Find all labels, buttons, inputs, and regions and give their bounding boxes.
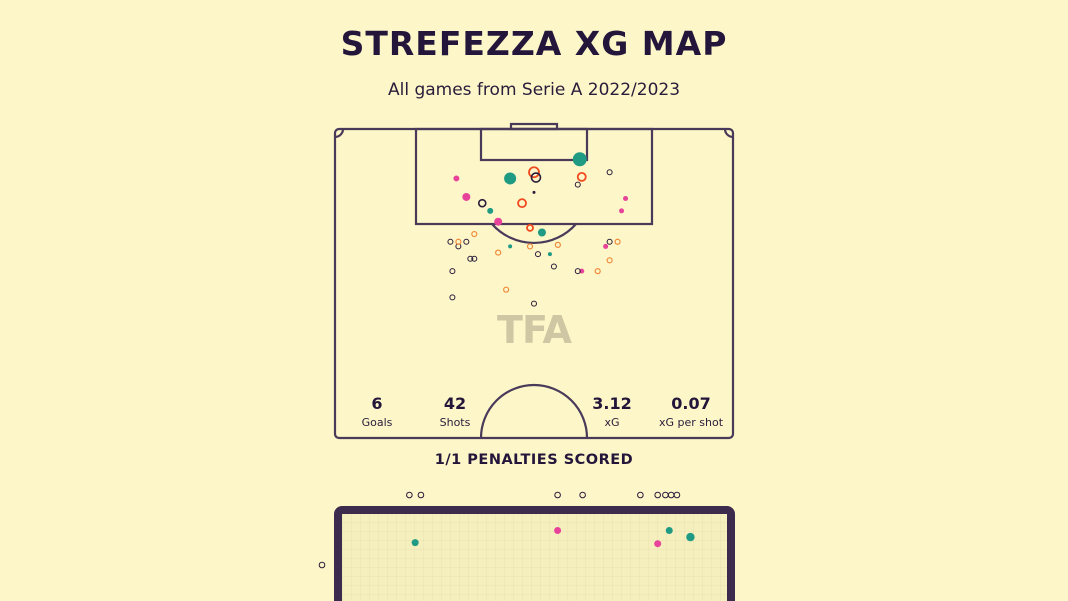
shot-marker [526, 243, 534, 250]
shot-marker [453, 175, 460, 182]
shot-marker [619, 208, 625, 214]
off-target-shot [637, 491, 644, 499]
goal-shots-layer [318, 491, 695, 569]
shots-layer [447, 152, 629, 307]
xg-per-shot-label: xG per shot [659, 416, 724, 429]
corner-arc-right [723, 128, 734, 139]
page-subtitle: All games from Serie A 2022/2023 [387, 80, 681, 100]
shot-marker [467, 255, 474, 262]
shot-marker [606, 257, 613, 264]
on-target-shot [554, 527, 562, 534]
shot-marker [447, 238, 454, 245]
shot-marker [528, 166, 540, 179]
center-circle [479, 383, 589, 439]
shot-marker [623, 196, 629, 202]
shot-marker [526, 223, 534, 232]
goals-label: Goals [362, 416, 393, 429]
shot-marker [534, 251, 541, 258]
shot-marker [547, 252, 552, 257]
shots-value: 42 [444, 394, 466, 413]
off-target-shot [318, 561, 326, 569]
shot-marker [455, 238, 462, 245]
off-target-shot [654, 491, 662, 499]
shot-marker [554, 241, 561, 248]
shot-marker [495, 249, 502, 256]
pitch-lines [333, 122, 735, 440]
on-target-shot [665, 527, 673, 534]
six-yard-box [479, 127, 589, 162]
on-target-shot [686, 532, 695, 542]
shot-marker [530, 172, 542, 183]
shot-marker [576, 171, 587, 182]
off-target-shot [406, 491, 413, 499]
shot-marker [537, 228, 546, 237]
shot-marker [574, 268, 581, 275]
on-target-shot [411, 539, 419, 547]
penalty-arc [491, 223, 577, 245]
page-title: STREFEZZA XG MAP [340, 24, 728, 63]
off-target-shot [673, 491, 681, 499]
shot-marker [532, 190, 536, 194]
goal-frame [334, 506, 735, 601]
on-target-shot [654, 540, 662, 548]
shot-marker [503, 286, 510, 293]
goal-mouth [509, 122, 559, 131]
shot-marker [477, 198, 487, 208]
goal-net-grid [342, 514, 727, 601]
shots-label: Shots [440, 416, 471, 429]
off-target-shot [667, 491, 675, 499]
shot-marker [572, 152, 587, 167]
off-target-shot [579, 491, 586, 499]
shot-marker [449, 294, 456, 301]
shot-marker [471, 255, 478, 262]
pitch-outline [333, 127, 735, 440]
shot-marker [517, 198, 527, 209]
shot-marker [579, 268, 585, 274]
shot-marker [471, 230, 478, 238]
shot-marker [606, 169, 613, 176]
shot-marker [504, 172, 517, 185]
penalties-scored-label: 1/1 PENALTIES SCORED [434, 452, 634, 468]
off-target-shot [662, 491, 669, 499]
xg-value: 3.12 [592, 394, 631, 413]
shot-marker [463, 238, 470, 245]
shot-marker [606, 238, 613, 245]
shot-marker [462, 192, 471, 201]
shot-marker [449, 268, 456, 275]
goals-value: 6 [371, 394, 382, 413]
off-target-shot [417, 491, 425, 499]
shot-marker [574, 181, 581, 188]
shot-marker [531, 300, 537, 307]
watermark: TFA [497, 308, 573, 352]
shot-marker [614, 238, 621, 245]
shot-marker [508, 244, 513, 249]
off-target-shot [554, 491, 561, 499]
shot-marker [550, 263, 557, 270]
shot-marker [487, 207, 494, 214]
shot-marker [594, 268, 601, 275]
xg-per-shot-value: 0.07 [671, 394, 710, 413]
xg-label: xG [604, 416, 619, 429]
shot-marker [494, 217, 503, 226]
corner-arc-left [334, 128, 345, 139]
shot-marker [603, 243, 609, 249]
